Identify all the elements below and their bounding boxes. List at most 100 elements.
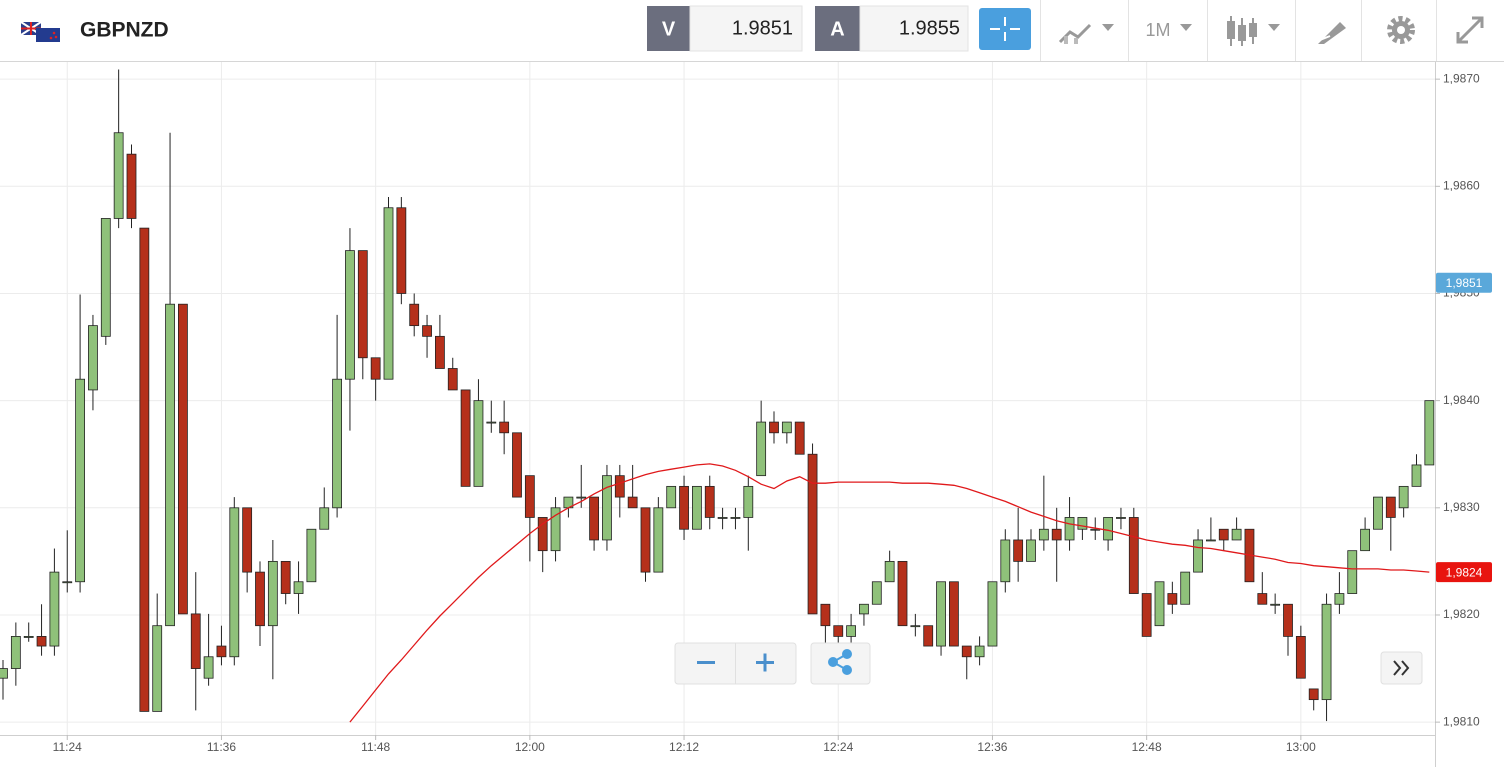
candle-body [1206, 539, 1216, 542]
plot [0, 69, 1435, 723]
x-tick-label: 11:48 [361, 740, 390, 754]
bid-badge [647, 6, 690, 51]
candle-body [267, 560, 278, 627]
candle-body [704, 485, 715, 518]
candle-body [486, 421, 497, 424]
bid-label: V [662, 18, 676, 40]
candle-body [1270, 603, 1281, 606]
candle-body [627, 496, 638, 509]
candle-body [216, 645, 227, 658]
candle-body [1373, 496, 1383, 530]
candle-body [936, 581, 946, 647]
candle-body [409, 303, 420, 327]
candle-body [1295, 636, 1306, 679]
candle-body [576, 496, 587, 499]
bid-box[interactable] [689, 5, 803, 52]
share-button[interactable] [828, 649, 852, 675]
candle-body [961, 645, 972, 658]
candle-body [756, 421, 767, 477]
candle-body [1411, 464, 1422, 487]
moving-average-line [349, 463, 1430, 723]
ask-price: 1.9855 [899, 17, 960, 39]
candle-body [293, 581, 304, 594]
candle-body [1013, 539, 1024, 562]
indicator-button[interactable] [1058, 23, 1114, 44]
candle-body [229, 507, 240, 658]
candle-body [769, 421, 779, 434]
flag-icon [20, 21, 60, 42]
candle-body [1000, 539, 1011, 583]
candle-body [537, 517, 548, 552]
ask-label: A [830, 18, 844, 40]
candle-body [1038, 528, 1049, 541]
draw-button[interactable] [1318, 22, 1346, 44]
chart-type-button[interactable] [1227, 16, 1280, 46]
x-tick-label: 12:12 [669, 740, 699, 754]
ask-box[interactable] [859, 5, 969, 52]
candle-body [846, 625, 856, 637]
candle-body [1231, 528, 1242, 541]
candle-body [1321, 603, 1332, 701]
fullscreen-button[interactable] [1456, 16, 1484, 44]
candle-body [396, 207, 407, 294]
candle-body [1308, 688, 1319, 701]
settings-button[interactable] [1387, 16, 1415, 44]
candle-body [1051, 528, 1062, 541]
candle-body [717, 517, 728, 519]
x-tick-label: 12:48 [1132, 740, 1162, 754]
candle-body [833, 625, 844, 637]
x-tick-label: 11:24 [53, 740, 82, 754]
candle-body [1167, 593, 1178, 605]
candle-body [242, 507, 253, 573]
candle-body [871, 581, 882, 605]
candle-body [730, 517, 741, 519]
candle-body [255, 571, 265, 627]
y-tick-label: 1,9860 [1443, 178, 1480, 192]
candle-body [75, 378, 85, 583]
crosshair-button[interactable] [979, 8, 1031, 50]
price-marker [1436, 562, 1492, 583]
candle-body [512, 432, 522, 498]
candle-body [1090, 528, 1101, 531]
candle-body [152, 625, 163, 712]
candle-body [1154, 581, 1165, 627]
candle-body [499, 421, 510, 434]
scroll-end-box [1380, 651, 1423, 685]
candle-body [1026, 539, 1036, 562]
zoom-in-button[interactable] [756, 653, 774, 672]
candle-body [357, 250, 368, 359]
candle-body [1334, 593, 1345, 605]
candle-body [1385, 496, 1396, 518]
candle-body [1218, 528, 1229, 541]
candle-body [0, 668, 8, 679]
share-box [810, 642, 871, 685]
candle-body [473, 400, 484, 487]
candle-body [884, 560, 895, 583]
candle-body [36, 636, 47, 647]
candle-body [910, 625, 921, 628]
timeframe[interactable]: 1M [1145, 20, 1170, 40]
candle-body [1103, 517, 1113, 541]
candle-body [100, 218, 111, 337]
candle-body [319, 507, 330, 530]
candle-body [692, 485, 702, 530]
candle-body [370, 357, 381, 380]
candle-body [589, 496, 599, 541]
candle-body [49, 571, 60, 647]
y-tick-label: 1,9870 [1443, 71, 1480, 85]
crosshair-icon [990, 17, 1020, 41]
candle-body [666, 485, 677, 509]
x-tick-label: 13:00 [1286, 740, 1316, 754]
candle-body [807, 453, 818, 615]
zoom-controls [674, 642, 1423, 685]
candle-body [280, 560, 291, 594]
bid-price: 1.9851 [732, 17, 793, 39]
x-tick-label: 12:24 [823, 740, 853, 754]
candle-body [679, 485, 689, 530]
candle-body [820, 603, 831, 627]
scroll-end-button[interactable] [1393, 660, 1410, 676]
candle-body [1424, 400, 1435, 466]
candle-body [1064, 517, 1075, 541]
